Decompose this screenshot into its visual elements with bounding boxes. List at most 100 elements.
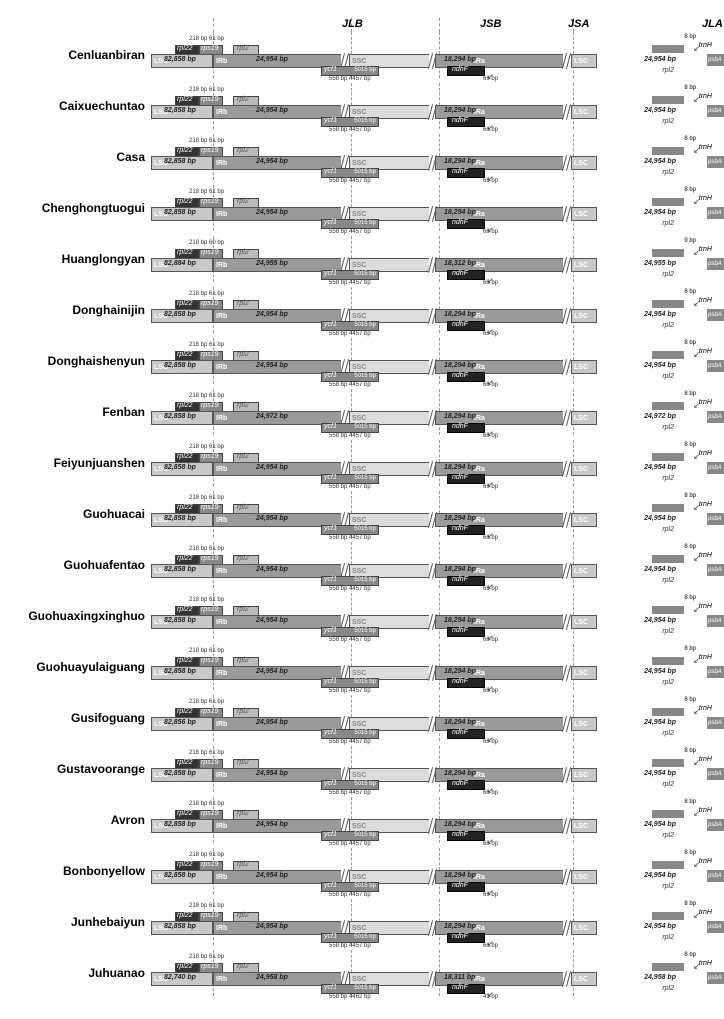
cultivar-name: Gustavoorange: [12, 762, 151, 776]
genome-row: Bonbonyellow rpl22 rps19 rpl2 218 bp 61 …: [12, 848, 716, 894]
lsc2-region: LSC: [571, 462, 597, 476]
lsc-region: LSC82,858 bp: [151, 870, 213, 884]
bp-label: 9 bp: [684, 238, 696, 244]
d2: 558 bp 4457 bp: [329, 586, 371, 592]
trnh-label: trnH: [699, 807, 712, 814]
hdr-jla: JLA: [702, 18, 723, 30]
lsc2-region: LSC: [571, 513, 597, 527]
ir2: 24,954 bp: [644, 209, 676, 216]
diagram: JLB JSB JSA JLA Cenluanbiran rpl22 rps19…: [0, 0, 724, 1019]
trnh-label: trnH: [699, 654, 712, 661]
psba-block: psbA: [707, 564, 724, 576]
trnh-label: trnH: [699, 348, 712, 355]
trnh-label: trnH: [699, 93, 712, 100]
d1: 218 bp 61 bp: [189, 597, 224, 603]
bp-label: 8 bp: [684, 340, 696, 346]
psba-block: psbA: [707, 54, 724, 66]
d2: 558 bp 4457 bp: [329, 127, 371, 133]
ndhf-block: ndhF: [447, 627, 485, 637]
d1: 218 bp 61 bp: [189, 342, 224, 348]
d1: 218 bp 61 bp: [189, 291, 224, 297]
lsc2-region: LSC: [571, 666, 597, 680]
lsc-region: LSC82,858 bp: [151, 207, 213, 221]
genome-row: Feiyunjuanshen rpl22 rps19 rpl2 218 bp 6…: [12, 440, 716, 486]
cultivar-name: Donghainijin: [12, 303, 151, 317]
lsc2-region: LSC: [571, 54, 597, 68]
bp-label: 8 bp: [684, 391, 696, 397]
d2: 558 bp 4457 bp: [329, 433, 371, 439]
d1: 218 bp 61 bp: [189, 138, 224, 144]
psba-block: psbA: [707, 870, 724, 882]
cultivar-name: Cenluanbiran: [12, 48, 151, 62]
trnh-label: trnH: [699, 756, 712, 763]
ycf1-block: ycf15015 bp: [321, 627, 379, 637]
ycf1-block: ycf15015 bp: [321, 423, 379, 433]
lsc2-region: LSC: [571, 258, 597, 272]
track: rpl22 rps19 rpl2 218 bp 61 bp LSC82,740 …: [151, 950, 716, 996]
psba-block: psbA: [707, 360, 724, 372]
ycf1-block: ycf15015 bp: [321, 321, 379, 331]
genome-row: Donghainijin rpl22 rps19 rpl2 218 bp 61 …: [12, 287, 716, 333]
track: rpl22 rps19 rpl2 218 bp 61 bp LSC82,858 …: [151, 134, 716, 180]
ndhf-block: ndhF: [447, 423, 485, 433]
track: rpl22 rps19 rpl2 218 bp 61 bp LSC82,858 …: [151, 848, 716, 894]
rpl2r-block: [652, 45, 684, 53]
ndhf-block: ndhF: [447, 729, 485, 739]
ndhf-block: ndhF: [447, 474, 485, 484]
ycf1-block: ycf15015 bp: [321, 525, 379, 535]
ycf1-block: ycf15015 bp: [321, 882, 379, 892]
lsc-region: LSC82,858 bp: [151, 768, 213, 782]
bp-label: 8 bp: [684, 34, 696, 40]
rpl2r-block: [652, 861, 684, 869]
ndhf-block: ndhF: [447, 984, 485, 994]
d2: 558 bp 4457 bp: [329, 484, 371, 490]
trnh-label: trnH: [699, 450, 712, 457]
cultivar-name: Bonbonyellow: [12, 864, 151, 878]
track: rpl22 rps19 rpl2 218 bp 61 bp LSC82,858 …: [151, 797, 716, 843]
psba-block: psbA: [707, 972, 724, 984]
jlb-line: [213, 18, 214, 32]
ir2: 24,955 bp: [644, 260, 676, 267]
lsc-region: LSC82,858 bp: [151, 615, 213, 629]
lsc-region: LSC82,858 bp: [151, 513, 213, 527]
hdr-jsa: JSA: [568, 18, 589, 30]
ndhf-block: ndhF: [447, 66, 485, 76]
ycf1-block: ycf15015 bp: [321, 66, 379, 76]
d2: 558 bp 4457 bp: [329, 688, 371, 694]
rpl2r-block: [652, 402, 684, 410]
track: rpl22 rps19 rpl2 218 bp 61 bp LSC82,858 …: [151, 83, 716, 129]
lsc-region: LSC82,858 bp: [151, 921, 213, 935]
track: rpl22 rps19 rpl2 218 bp 61 bp LSC82,858 …: [151, 185, 716, 231]
d1: 218 bp 61 bp: [189, 750, 224, 756]
ycf1-block: ycf15015 bp: [321, 831, 379, 841]
ndhf-block: ndhF: [447, 882, 485, 892]
d1: 218 bp 61 bp: [189, 801, 224, 807]
genome-row: Caixuechuntao rpl22 rps19 rpl2 218 bp 61…: [12, 83, 716, 129]
rpl2r-block: [652, 657, 684, 665]
cultivar-name: Feiyunjuanshen: [12, 456, 151, 470]
lsc2-region: LSC: [571, 768, 597, 782]
rpl2r-block: [652, 912, 684, 920]
rpl2r-block: [652, 147, 684, 155]
genome-row: Avron rpl22 rps19 rpl2 218 bp 61 bp LSC8…: [12, 797, 716, 843]
ir2: 24,954 bp: [644, 872, 676, 879]
lsc2-region: LSC: [571, 921, 597, 935]
genome-row: Guohuaxingxinghuo rpl22 rps19 rpl2 218 b…: [12, 593, 716, 639]
genome-row: Guohuacai rpl22 rps19 rpl2 218 bp 61 bp …: [12, 491, 716, 537]
trnh-label: trnH: [699, 297, 712, 304]
d1: 218 bp 61 bp: [189, 36, 224, 42]
d1: 218 bp 61 bp: [189, 189, 224, 195]
lsc2-region: LSC: [571, 972, 597, 986]
ir2: 24,954 bp: [644, 311, 676, 318]
lsc-region: LSC82,858 bp: [151, 309, 213, 323]
lsc2-region: LSC: [571, 309, 597, 323]
bp-label: 8 bp: [684, 136, 696, 142]
trnh-label: trnH: [699, 195, 712, 202]
ycf1-block: ycf15015 bp: [321, 474, 379, 484]
d2: 558 bp 4457 bp: [329, 892, 371, 898]
lsc2-region: LSC: [571, 360, 597, 374]
bp-label: 8 bp: [684, 85, 696, 91]
ndhf-block: ndhF: [447, 117, 485, 127]
d2: 558 bp 4457 bp: [329, 637, 371, 643]
ndhf-block: ndhF: [447, 321, 485, 331]
